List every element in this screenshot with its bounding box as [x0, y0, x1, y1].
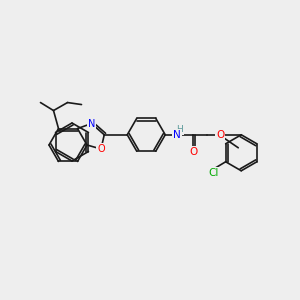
Text: N: N — [88, 118, 95, 128]
Text: O: O — [216, 130, 224, 140]
Text: Cl: Cl — [208, 168, 219, 178]
Text: H: H — [176, 125, 183, 134]
Text: N: N — [173, 130, 181, 140]
Text: O: O — [97, 144, 105, 154]
Text: O: O — [189, 147, 197, 157]
